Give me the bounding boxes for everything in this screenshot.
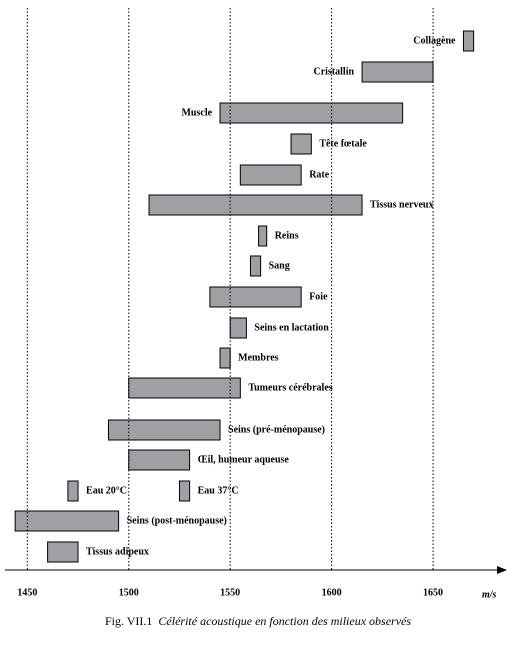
bar [67,480,79,502]
bar [249,255,262,277]
bar [128,449,191,471]
bar-label: Eau 37°C [198,485,239,496]
bar [148,194,363,216]
bar-label: Muscle [181,107,212,118]
bar-label: Cristallin [313,66,354,77]
bar [209,286,302,308]
bar [219,102,404,124]
bar [178,480,191,502]
x-tick-label: 1600 [322,587,342,598]
axis-arrow [497,566,507,574]
bar-label: Foie [309,291,328,302]
x-tick-label: 1450 [17,587,37,598]
x-unit: m/s [482,589,497,600]
bar-label: Tissus adipeux [86,546,149,557]
bar-label: Seins (pré-ménopause) [228,424,325,435]
bar-label: Œil, humeur aqueuse [198,454,290,465]
bar [462,30,475,52]
x-tick-label: 1550 [220,587,240,598]
bar [107,419,221,441]
caption-number: Fig. VII.1 [105,614,152,628]
bar [219,347,231,369]
bar [14,510,120,532]
bar [239,164,302,186]
bar [258,225,268,247]
bar-label: Eau 20°C [86,485,127,496]
bar-label: Rate [309,169,330,180]
x-tick-label: 1500 [119,587,139,598]
bar [229,317,247,339]
bar-label: Reins [275,230,299,241]
bar [361,61,434,83]
bar-label: Seins (post-ménopause) [127,515,227,526]
caption-text: Célérité acoustique en fonction des mili… [158,614,411,628]
bar-label: Membres [238,352,278,363]
bar [290,133,312,155]
bar [128,377,241,399]
bar [47,541,79,563]
bar-label: Seins en lactation [254,322,329,333]
caption: Fig. VII.1 Célérité acoustique en fonctio… [105,614,411,628]
bar-label: Tête fœtale [319,138,367,149]
bar-label: Sang [269,260,290,271]
bar-label: Tumeurs cérébrales [248,382,332,393]
bar-label: Tissus nerveux [370,199,433,210]
x-tick-label: 1650 [423,587,443,598]
bar-label: Collagène [413,35,456,46]
